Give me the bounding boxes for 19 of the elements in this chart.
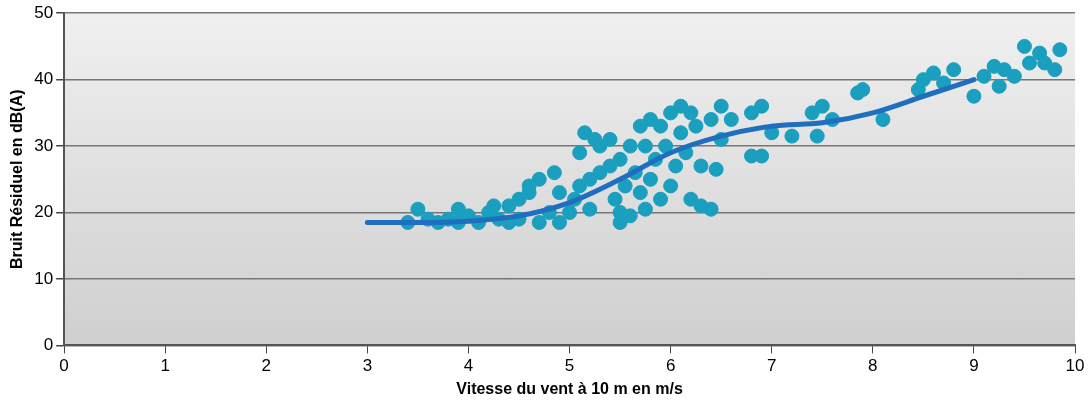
x-tick-label: 5 bbox=[564, 356, 575, 376]
x-tick-label: 8 bbox=[868, 356, 878, 376]
x-tick-label: 3 bbox=[362, 356, 373, 376]
y-tick-label: 20 bbox=[34, 202, 54, 222]
y-tick-label: 50 bbox=[34, 2, 54, 22]
x-tick-label: 1 bbox=[160, 356, 170, 376]
y-tick-label: 0 bbox=[43, 335, 54, 355]
x-axis-title: Vitesse du vent à 10 m en m/s bbox=[456, 379, 683, 397]
x-tick-label: 4 bbox=[463, 356, 474, 376]
y-tick-label: 40 bbox=[34, 69, 54, 89]
x-tick-label: 7 bbox=[767, 356, 777, 376]
x-tick-label: 6 bbox=[665, 356, 676, 376]
x-tick-label: 10 bbox=[1065, 356, 1085, 376]
y-axis-title: Bruit Résiduel en dB(A) bbox=[8, 89, 26, 270]
x-tick-label: 0 bbox=[59, 356, 69, 376]
x-tick-label: 2 bbox=[261, 356, 272, 376]
y-tick-label: 10 bbox=[34, 268, 54, 288]
y-tick-label: 30 bbox=[34, 135, 54, 155]
x-tick-label: 9 bbox=[969, 356, 979, 376]
